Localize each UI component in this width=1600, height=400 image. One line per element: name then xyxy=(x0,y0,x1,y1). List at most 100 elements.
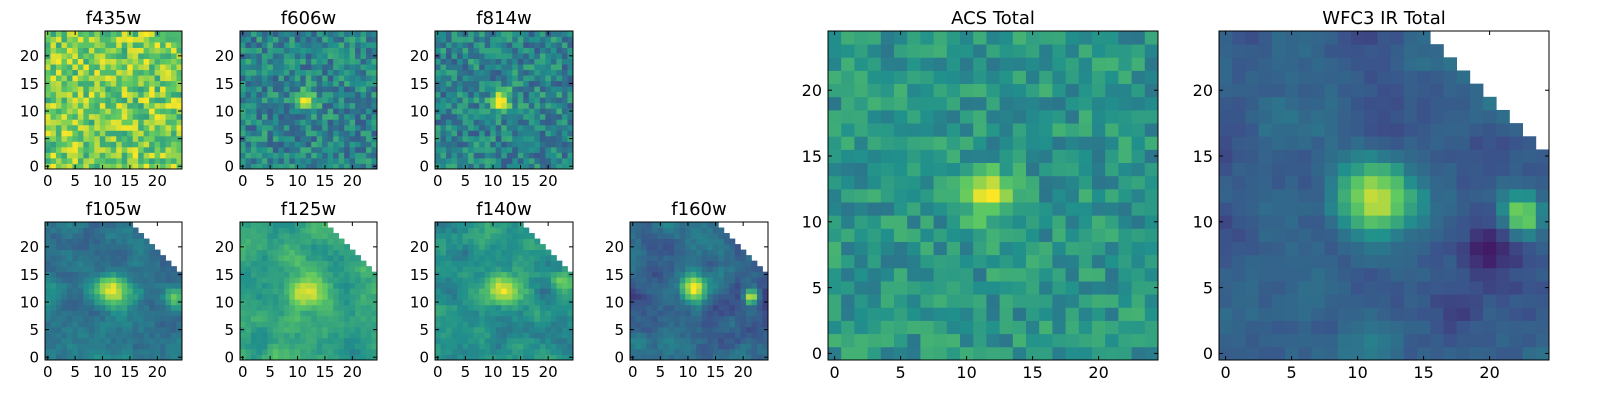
heatmap-cell xyxy=(116,97,123,104)
heatmap-cell xyxy=(149,332,155,339)
heatmap-cell xyxy=(50,146,57,153)
heatmap-cell xyxy=(311,69,318,76)
heatmap-cell xyxy=(920,109,934,124)
heatmap-cell xyxy=(121,310,128,317)
heatmap-cell xyxy=(149,86,155,93)
heatmap-cell xyxy=(154,102,161,109)
heatmap-cell xyxy=(1118,202,1132,216)
heatmap-cell xyxy=(110,152,117,159)
heatmap-cell xyxy=(545,326,552,333)
heatmap-cell xyxy=(1039,188,1053,203)
heatmap-cell xyxy=(127,238,134,245)
heatmap-cell xyxy=(272,222,279,228)
heatmap-cells xyxy=(435,31,574,170)
heatmap-cell xyxy=(344,271,350,278)
heatmap-cell xyxy=(999,294,1014,308)
heatmap-cell xyxy=(272,157,279,164)
heatmap-cell xyxy=(440,86,447,93)
heatmap-cell xyxy=(933,228,948,242)
heatmap-cell xyxy=(127,86,134,93)
heatmap-cell xyxy=(45,249,51,256)
heatmap-cell xyxy=(88,36,95,43)
heatmap-cell xyxy=(283,233,290,239)
heatmap-cell xyxy=(83,47,90,54)
heatmap-cell xyxy=(311,130,318,137)
heatmap-cell xyxy=(446,152,452,159)
heatmap-cell xyxy=(344,326,350,333)
heatmap-cell xyxy=(523,354,530,361)
heatmap-cell xyxy=(734,299,741,306)
heatmap-cell xyxy=(1105,346,1119,361)
heatmap-cell xyxy=(718,310,725,317)
heatmap-cell xyxy=(841,109,855,124)
heatmap-cell xyxy=(534,53,541,59)
heatmap-cell xyxy=(495,80,502,87)
heatmap-cell xyxy=(66,80,73,87)
heatmap-cell xyxy=(545,75,552,82)
heatmap-cell xyxy=(61,343,68,350)
heatmap-cell xyxy=(512,80,519,87)
heatmap-cell xyxy=(1026,215,1040,229)
heatmap-cell xyxy=(267,64,274,71)
heatmap-cell xyxy=(506,304,513,311)
heatmap-cell xyxy=(50,233,57,239)
heatmap-cell xyxy=(946,70,961,85)
heatmap-cell xyxy=(490,293,497,300)
heatmap-cell xyxy=(701,310,708,317)
heatmap-cell xyxy=(278,91,285,98)
heatmap-cell xyxy=(305,299,312,306)
heatmap-cell xyxy=(894,320,908,335)
heatmap-cell xyxy=(490,299,497,306)
heatmap-cell xyxy=(272,91,279,98)
heatmap-cell xyxy=(322,348,329,355)
heatmap-cell xyxy=(338,266,345,273)
heatmap-cell xyxy=(322,69,329,76)
heatmap-cell xyxy=(646,321,653,328)
heatmap-cell xyxy=(283,343,290,350)
heatmap-cell xyxy=(762,282,769,289)
heatmap-cell xyxy=(278,227,285,234)
heatmap-cell xyxy=(171,343,177,350)
heatmap-cell xyxy=(1026,294,1040,308)
heatmap-cell xyxy=(512,233,519,239)
heatmap-cell xyxy=(149,36,155,43)
heatmap-cell xyxy=(528,249,535,256)
heatmap-cell xyxy=(495,47,502,54)
heatmap-cell xyxy=(528,288,535,295)
heatmap-cell xyxy=(349,97,356,104)
heatmap-cell xyxy=(256,310,263,317)
heatmap-cell xyxy=(110,58,117,65)
x-tick-label: 15 xyxy=(511,363,530,381)
axes-frame xyxy=(44,221,183,361)
heatmap-cell xyxy=(986,294,1000,308)
heatmap-cell xyxy=(154,337,161,344)
heatmap-cell xyxy=(55,343,62,350)
heatmap-cell xyxy=(245,135,252,142)
heatmap-cell xyxy=(300,31,307,37)
heatmap-cell xyxy=(278,163,285,170)
heatmap-cell xyxy=(272,277,279,284)
heatmap-cell xyxy=(83,304,90,311)
heatmap-cell xyxy=(121,64,128,71)
heatmap-cell xyxy=(366,141,372,148)
heatmap-cell xyxy=(495,233,502,239)
heatmap-cell xyxy=(127,157,134,164)
heatmap-cell xyxy=(360,146,367,153)
heatmap-cell xyxy=(1118,267,1132,282)
heatmap-cell xyxy=(635,227,642,234)
heatmap-cell xyxy=(545,348,552,355)
heatmap-cell xyxy=(283,326,290,333)
heatmap-cell xyxy=(1078,267,1093,282)
heatmap-cell xyxy=(360,321,367,328)
heatmap-cell xyxy=(723,288,730,295)
heatmap-cell xyxy=(435,288,441,295)
heatmap-cell xyxy=(674,227,681,234)
heatmap-cell xyxy=(545,260,552,267)
heatmap-cell xyxy=(545,102,552,109)
heatmap-cell xyxy=(72,130,79,137)
heatmap-cell xyxy=(523,244,530,250)
heatmap-cell xyxy=(512,271,519,278)
heatmap-cell xyxy=(723,337,730,344)
heatmap-cell xyxy=(646,288,653,295)
